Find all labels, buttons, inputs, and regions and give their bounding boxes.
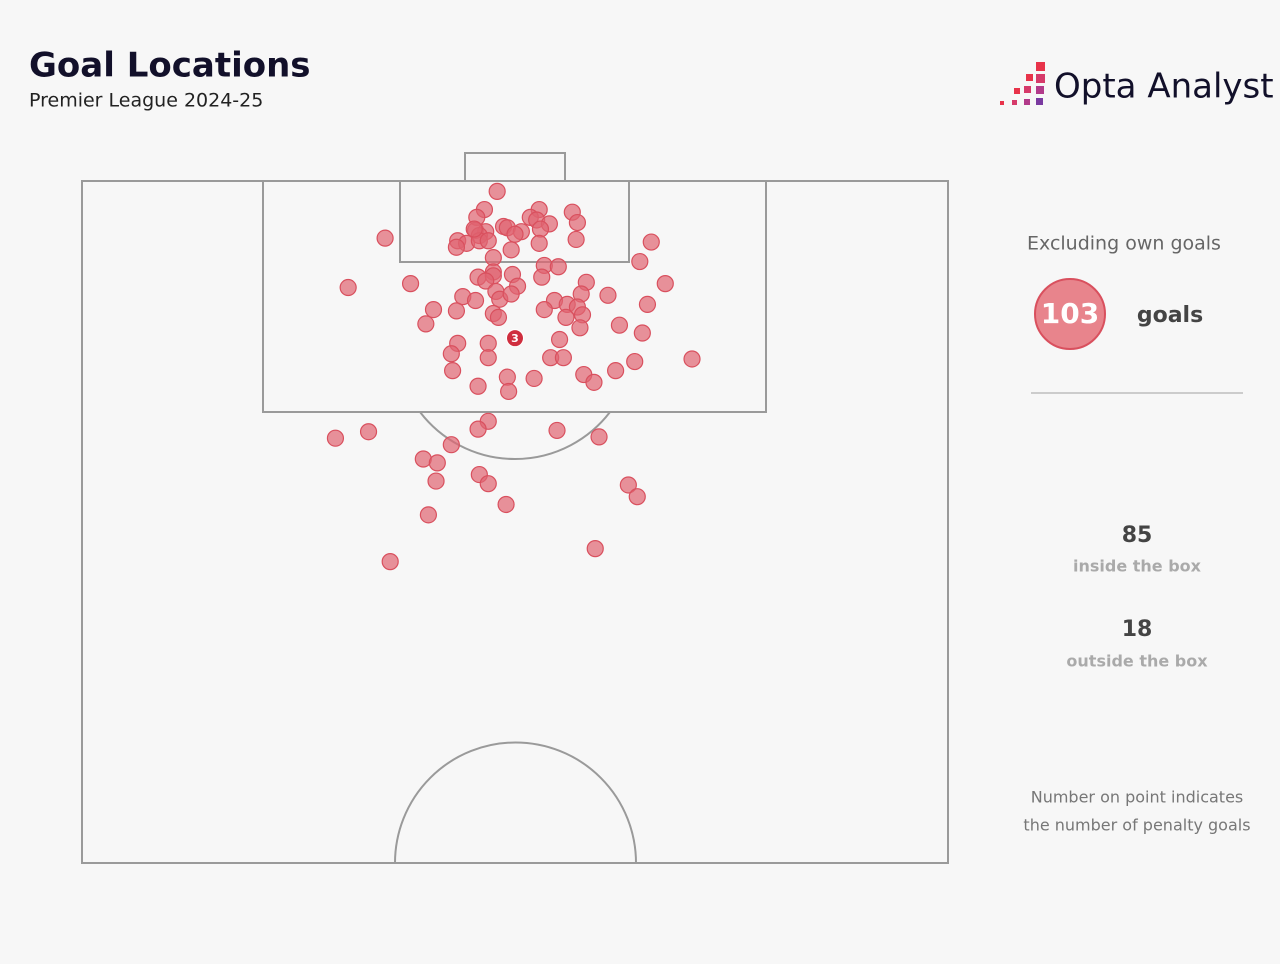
goal-point [424, 301, 443, 319]
goal-point [498, 368, 516, 386]
goal-point [381, 553, 399, 571]
goal-point [477, 272, 495, 290]
stat-note: Excluding own goals [1027, 233, 1221, 255]
goal-point [466, 291, 485, 310]
goal-point [465, 220, 483, 238]
goal-point [557, 308, 575, 326]
goal-point [479, 475, 497, 493]
goal-point [469, 377, 487, 395]
total-value: 103 [1041, 297, 1099, 330]
goal-point [571, 319, 589, 337]
goal-point [497, 495, 515, 514]
goal-point [447, 302, 466, 320]
goal-point [548, 421, 566, 440]
goal-point [607, 362, 625, 380]
penalty-label: 3 [511, 332, 519, 345]
penalty-point [506, 329, 524, 348]
footnote: Number on point indicates [1031, 788, 1244, 807]
chart-subtitle: Premier League 2024-25 [29, 90, 263, 112]
goal-point [531, 220, 550, 238]
goal-point [427, 472, 445, 490]
points: 3 [326, 182, 701, 571]
inside-label: inside the box [1073, 557, 1202, 576]
goal-point [339, 278, 357, 297]
goal-point [376, 229, 394, 247]
goal-point [502, 241, 520, 259]
goal-point [550, 330, 569, 349]
goal-point [442, 436, 460, 454]
goal-point [567, 230, 585, 249]
goal-point [626, 352, 644, 371]
goal-point [428, 454, 446, 472]
goal-point [628, 488, 646, 506]
goal-point [535, 301, 553, 319]
goal-point [633, 324, 651, 342]
goal-point [554, 349, 572, 367]
goal-point [549, 258, 567, 276]
total-label: goals [1137, 303, 1203, 328]
goal-point [533, 268, 551, 286]
brand: Opta Analyst [1054, 67, 1274, 107]
outside-label: outside the box [1066, 652, 1208, 671]
logo-icon [1000, 62, 1045, 105]
goal-point [642, 233, 660, 251]
chart-title: Goal Locations [29, 46, 311, 86]
outside-value: 18 [1122, 617, 1153, 642]
goal-point [610, 316, 629, 334]
total-badge [1034, 278, 1106, 350]
goal-point [656, 275, 674, 293]
goal-point [479, 349, 497, 367]
goal-point [525, 369, 543, 388]
goal-point [506, 225, 524, 243]
goal-point [443, 362, 462, 380]
goal-point [419, 506, 437, 524]
goal-point [619, 476, 637, 494]
goal-point [484, 249, 502, 267]
footnote: the number of penalty goals [1023, 816, 1250, 835]
goal-point [586, 540, 604, 558]
goal-point [631, 252, 649, 271]
goal-point [530, 234, 548, 252]
goal-point [599, 286, 617, 304]
goal-point [500, 382, 518, 401]
goal-point [326, 429, 345, 447]
goal-point [488, 182, 506, 200]
goal-point [469, 420, 487, 438]
pitch [81, 152, 949, 864]
goal-point [359, 423, 378, 441]
goal-point [683, 350, 701, 368]
goal-point [417, 315, 435, 333]
goal-point [401, 275, 420, 293]
goal-point [585, 373, 603, 391]
goal-point [442, 345, 460, 363]
goal-point [479, 334, 497, 352]
goal-point [502, 285, 520, 303]
goal-point [489, 308, 508, 326]
goal-point [638, 295, 657, 314]
goal-point [479, 232, 497, 250]
goal-point [568, 213, 587, 232]
goal-point [447, 238, 466, 256]
inside-value: 85 [1122, 523, 1153, 548]
goal-point [590, 428, 608, 446]
